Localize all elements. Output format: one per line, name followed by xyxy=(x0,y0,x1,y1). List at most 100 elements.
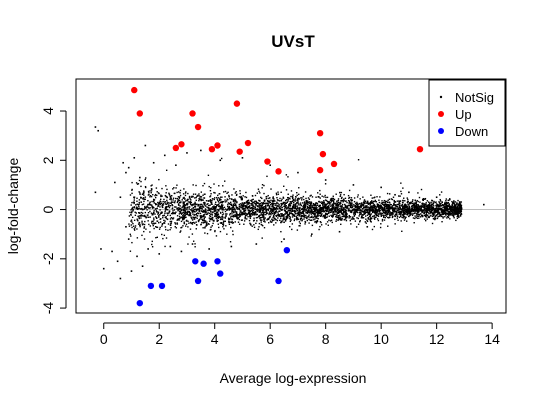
notsig-point xyxy=(316,209,319,212)
notsig-point xyxy=(445,202,447,205)
notsig-point xyxy=(231,218,234,221)
notsig-point xyxy=(144,216,147,218)
notsig-point xyxy=(197,220,200,223)
notsig-point xyxy=(458,208,460,210)
notsig-point xyxy=(390,198,393,200)
notsig-point xyxy=(226,233,228,235)
notsig-point xyxy=(267,194,269,197)
notsig-point xyxy=(234,211,236,213)
notsig-point xyxy=(168,204,170,206)
notsig-point xyxy=(345,200,347,203)
notsig-point xyxy=(344,209,347,211)
notsig-point xyxy=(252,205,255,207)
notsig-point xyxy=(159,198,162,201)
notsig-point xyxy=(314,218,316,220)
notsig-point xyxy=(332,197,335,200)
notsig-point xyxy=(421,206,423,208)
notsig-point xyxy=(241,203,243,205)
notsig-point xyxy=(146,209,148,211)
notsig-point xyxy=(407,215,410,218)
notsig-point xyxy=(364,215,367,217)
notsig-point xyxy=(332,203,335,205)
notsig-point xyxy=(374,196,376,198)
notsig-point xyxy=(441,220,443,223)
notsig-point xyxy=(414,212,416,215)
notsig-point xyxy=(251,210,254,212)
notsig-point xyxy=(386,203,389,206)
notsig-point xyxy=(343,200,345,202)
notsig-point xyxy=(287,176,289,178)
notsig-point xyxy=(209,199,212,201)
notsig-point xyxy=(386,213,388,216)
notsig-point xyxy=(378,213,380,216)
notsig-point xyxy=(180,212,182,214)
notsig-point xyxy=(403,212,405,214)
notsig-point xyxy=(138,215,140,217)
notsig-point xyxy=(406,208,408,210)
notsig-point xyxy=(273,198,275,200)
notsig-point xyxy=(434,215,436,217)
notsig-point xyxy=(369,206,372,208)
notsig-point xyxy=(200,195,202,198)
notsig-point xyxy=(309,202,311,205)
notsig-point xyxy=(231,215,233,217)
notsig-point xyxy=(367,208,369,211)
notsig-point xyxy=(259,209,262,211)
notsig-point xyxy=(202,222,205,224)
notsig-point xyxy=(260,204,263,206)
notsig-point xyxy=(414,215,416,217)
notsig-point xyxy=(183,214,186,216)
notsig-point xyxy=(432,202,434,204)
notsig-point xyxy=(298,221,301,223)
notsig-point xyxy=(435,210,437,212)
notsig-point xyxy=(291,206,294,209)
notsig-point xyxy=(277,202,279,205)
notsig-point xyxy=(350,199,353,201)
notsig-point xyxy=(365,211,368,214)
notsig-point xyxy=(272,203,274,205)
notsig-point xyxy=(338,210,341,213)
notsig-point xyxy=(369,220,372,222)
notsig-point xyxy=(217,223,219,225)
notsig-point xyxy=(168,192,170,194)
notsig-point xyxy=(190,201,193,204)
notsig-point xyxy=(155,217,158,219)
notsig-point xyxy=(446,205,449,207)
notsig-point xyxy=(329,205,332,207)
notsig-point xyxy=(205,213,208,216)
notsig-point xyxy=(408,191,410,194)
notsig-point xyxy=(374,211,376,214)
notsig-point xyxy=(247,199,250,201)
notsig-point xyxy=(272,208,275,210)
notsig-point xyxy=(451,205,453,207)
notsig-point xyxy=(346,205,348,207)
notsig-point xyxy=(401,201,404,204)
notsig-point xyxy=(204,208,207,210)
notsig-point xyxy=(152,193,154,196)
notsig-point xyxy=(391,208,394,210)
notsig-point xyxy=(442,207,444,209)
notsig-point xyxy=(237,206,239,209)
notsig-point xyxy=(381,203,384,205)
notsig-point xyxy=(451,200,453,203)
notsig-point xyxy=(219,207,222,209)
notsig-point xyxy=(229,214,231,216)
notsig-point xyxy=(394,193,396,196)
notsig-point xyxy=(329,211,331,214)
notsig-point xyxy=(272,202,275,205)
notsig-point xyxy=(290,201,293,203)
notsig-point xyxy=(374,205,377,207)
notsig-point xyxy=(350,218,353,220)
notsig-point xyxy=(242,207,244,209)
notsig-point xyxy=(229,208,231,211)
notsig-point xyxy=(364,210,366,212)
legend-notsig-marker xyxy=(439,95,443,99)
notsig-point xyxy=(383,201,385,204)
notsig-point xyxy=(324,205,327,207)
notsig-point xyxy=(335,204,338,207)
notsig-point xyxy=(131,192,133,195)
notsig-point xyxy=(343,193,345,196)
notsig-point xyxy=(180,250,183,253)
notsig-point xyxy=(210,201,212,204)
notsig-point xyxy=(255,202,257,204)
